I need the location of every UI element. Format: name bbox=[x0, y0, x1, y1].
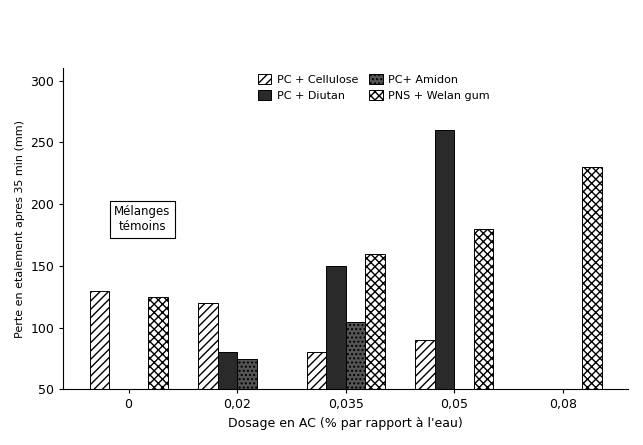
Legend: PC + Cellulose, PC + Diutan, PC+ Amidon, PNS + Welan gum: PC + Cellulose, PC + Diutan, PC+ Amidon,… bbox=[258, 74, 490, 101]
Bar bbox=[237, 359, 257, 389]
X-axis label: Dosage en AC (% par rapport à l'eau): Dosage en AC (% par rapport à l'eau) bbox=[228, 417, 463, 430]
Bar bbox=[307, 352, 326, 389]
Bar bbox=[89, 291, 109, 389]
Bar bbox=[435, 130, 455, 389]
Bar bbox=[198, 303, 217, 389]
Bar bbox=[217, 352, 237, 389]
Bar bbox=[415, 340, 435, 389]
Bar bbox=[365, 254, 385, 389]
Bar bbox=[583, 167, 602, 389]
Bar bbox=[474, 229, 493, 389]
Bar bbox=[346, 321, 365, 389]
Y-axis label: Perte en etalement apres 35 min (mm): Perte en etalement apres 35 min (mm) bbox=[15, 120, 25, 338]
Bar bbox=[148, 297, 168, 389]
Text: Mélanges
témoins: Mélanges témoins bbox=[114, 205, 170, 233]
Bar bbox=[326, 266, 346, 389]
